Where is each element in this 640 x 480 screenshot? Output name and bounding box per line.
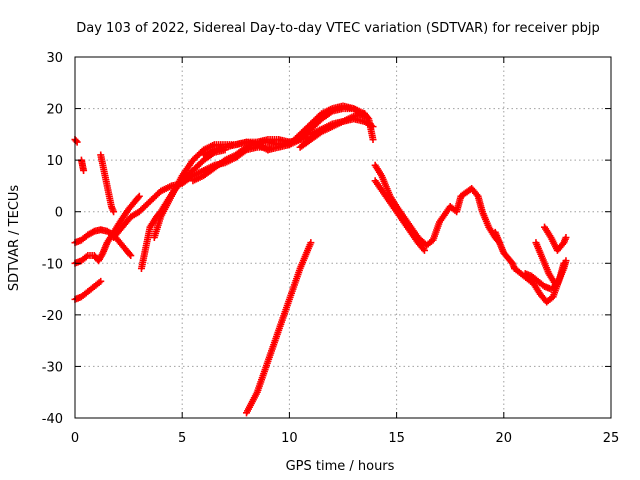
y-tick-label: -20 bbox=[42, 309, 63, 324]
data-point bbox=[110, 208, 118, 216]
data-point bbox=[420, 246, 428, 254]
data-point-marker bbox=[72, 137, 80, 145]
data-point bbox=[307, 239, 315, 247]
x-tick-label: 15 bbox=[388, 431, 405, 446]
x-tick-label: 10 bbox=[281, 431, 298, 446]
grid-lines bbox=[75, 57, 611, 418]
y-tick-label: 30 bbox=[46, 51, 63, 66]
data-point bbox=[135, 192, 143, 200]
data-point bbox=[127, 252, 135, 260]
data-point-marker bbox=[364, 114, 372, 122]
series-arc-2 bbox=[77, 156, 88, 174]
data-point bbox=[562, 234, 570, 241]
axis-ticks: 0 5 10 15 20 25 -40 -30 -20 -10 0 10 20 30 bbox=[42, 51, 620, 446]
y-tick-label: 0 bbox=[55, 206, 63, 221]
x-tick-label: 20 bbox=[496, 431, 513, 446]
data-point-marker bbox=[126, 250, 134, 258]
data-point bbox=[80, 166, 88, 174]
y-tick-label: -10 bbox=[42, 257, 63, 272]
data-point bbox=[369, 136, 377, 144]
series-arc-1 bbox=[71, 136, 81, 146]
series-arc-13 bbox=[285, 102, 368, 149]
y-tick-label: -40 bbox=[42, 412, 63, 427]
data-points bbox=[71, 102, 570, 417]
series-arc-24 bbox=[541, 223, 570, 254]
x-tick-label: 25 bbox=[603, 431, 620, 446]
y-tick-label: 10 bbox=[46, 154, 63, 169]
series-arc-6 bbox=[97, 151, 118, 216]
x-tick-label: 5 bbox=[178, 431, 186, 446]
series-arc-23 bbox=[532, 239, 559, 288]
chart-title: Day 103 of 2022, Sidereal Day-to-day VTE… bbox=[76, 21, 600, 36]
series-arc-5 bbox=[71, 192, 143, 267]
y-tick-label: -30 bbox=[42, 360, 63, 375]
plot-frame bbox=[74, 56, 612, 419]
series-arc-17 bbox=[243, 239, 315, 417]
series-arc-16 bbox=[360, 110, 377, 144]
series-arc-3 bbox=[71, 277, 105, 303]
x-axis-label: GPS time / hours bbox=[286, 459, 395, 474]
data-point bbox=[562, 257, 570, 265]
series-arc-7 bbox=[110, 143, 272, 241]
data-point bbox=[97, 277, 105, 285]
x-tick-label: 0 bbox=[71, 431, 79, 446]
series-arc-19 bbox=[371, 177, 428, 254]
data-point bbox=[551, 280, 559, 288]
y-axis-label: SDTVAR / TECUs bbox=[7, 185, 22, 292]
data-point-marker bbox=[134, 194, 142, 202]
y-tick-label: 20 bbox=[46, 103, 63, 118]
